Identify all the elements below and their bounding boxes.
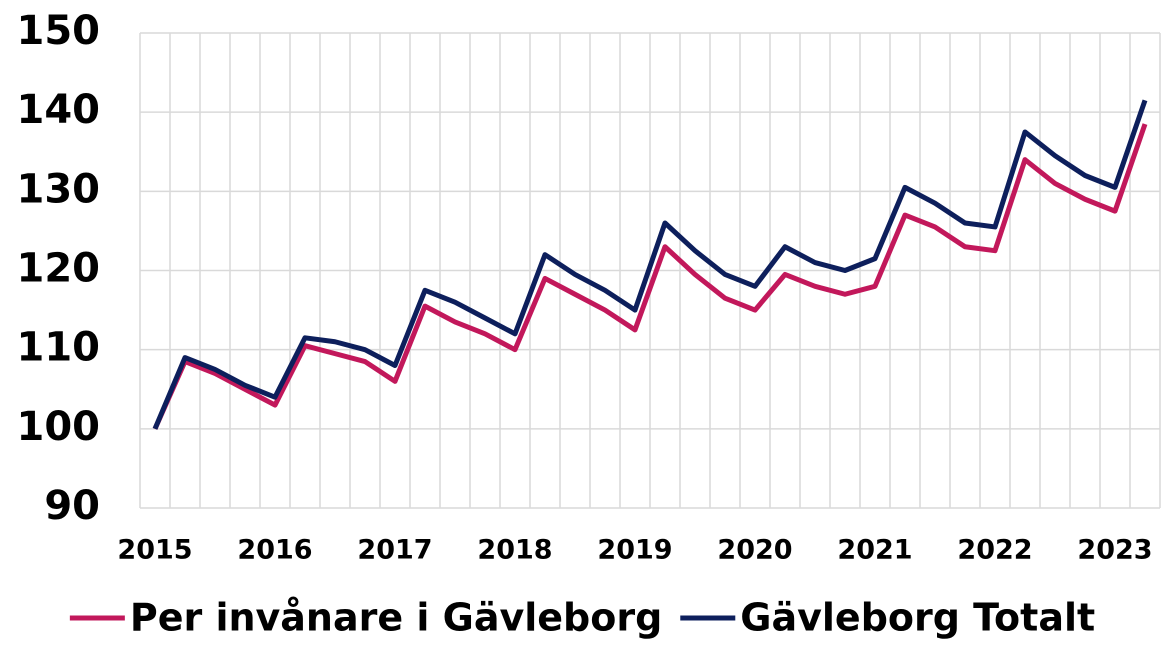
legend-label: Per invånare i Gävleborg: [130, 596, 662, 640]
x-tick-label: 2020: [717, 535, 792, 566]
x-tick-label: 2021: [837, 535, 912, 566]
x-tick-label: 2015: [117, 535, 192, 566]
y-tick-label: 130: [17, 166, 101, 212]
x-tick-label: 2019: [597, 535, 672, 566]
x-tick-label: 2023: [1077, 535, 1152, 566]
x-tick-label: 2018: [477, 535, 552, 566]
legend: Per invånare i Gävleborg Gävleborg Totalt: [69, 596, 1095, 640]
x-tick-label: 2017: [357, 535, 432, 566]
y-tick-label: 120: [17, 246, 101, 292]
y-tick-label: 140: [17, 87, 101, 133]
x-tick-label: 2022: [957, 535, 1032, 566]
y-tick-label: 100: [17, 404, 101, 450]
line-series: [152, 99, 1148, 430]
x-tick-label: 2016: [237, 535, 312, 566]
y-tick-label: 90: [44, 483, 100, 529]
legend-label: Gävleborg Totalt: [740, 596, 1095, 640]
line-series: [152, 123, 1148, 430]
y-tick-label: 150: [17, 8, 101, 54]
y-tick-label: 110: [17, 325, 101, 371]
